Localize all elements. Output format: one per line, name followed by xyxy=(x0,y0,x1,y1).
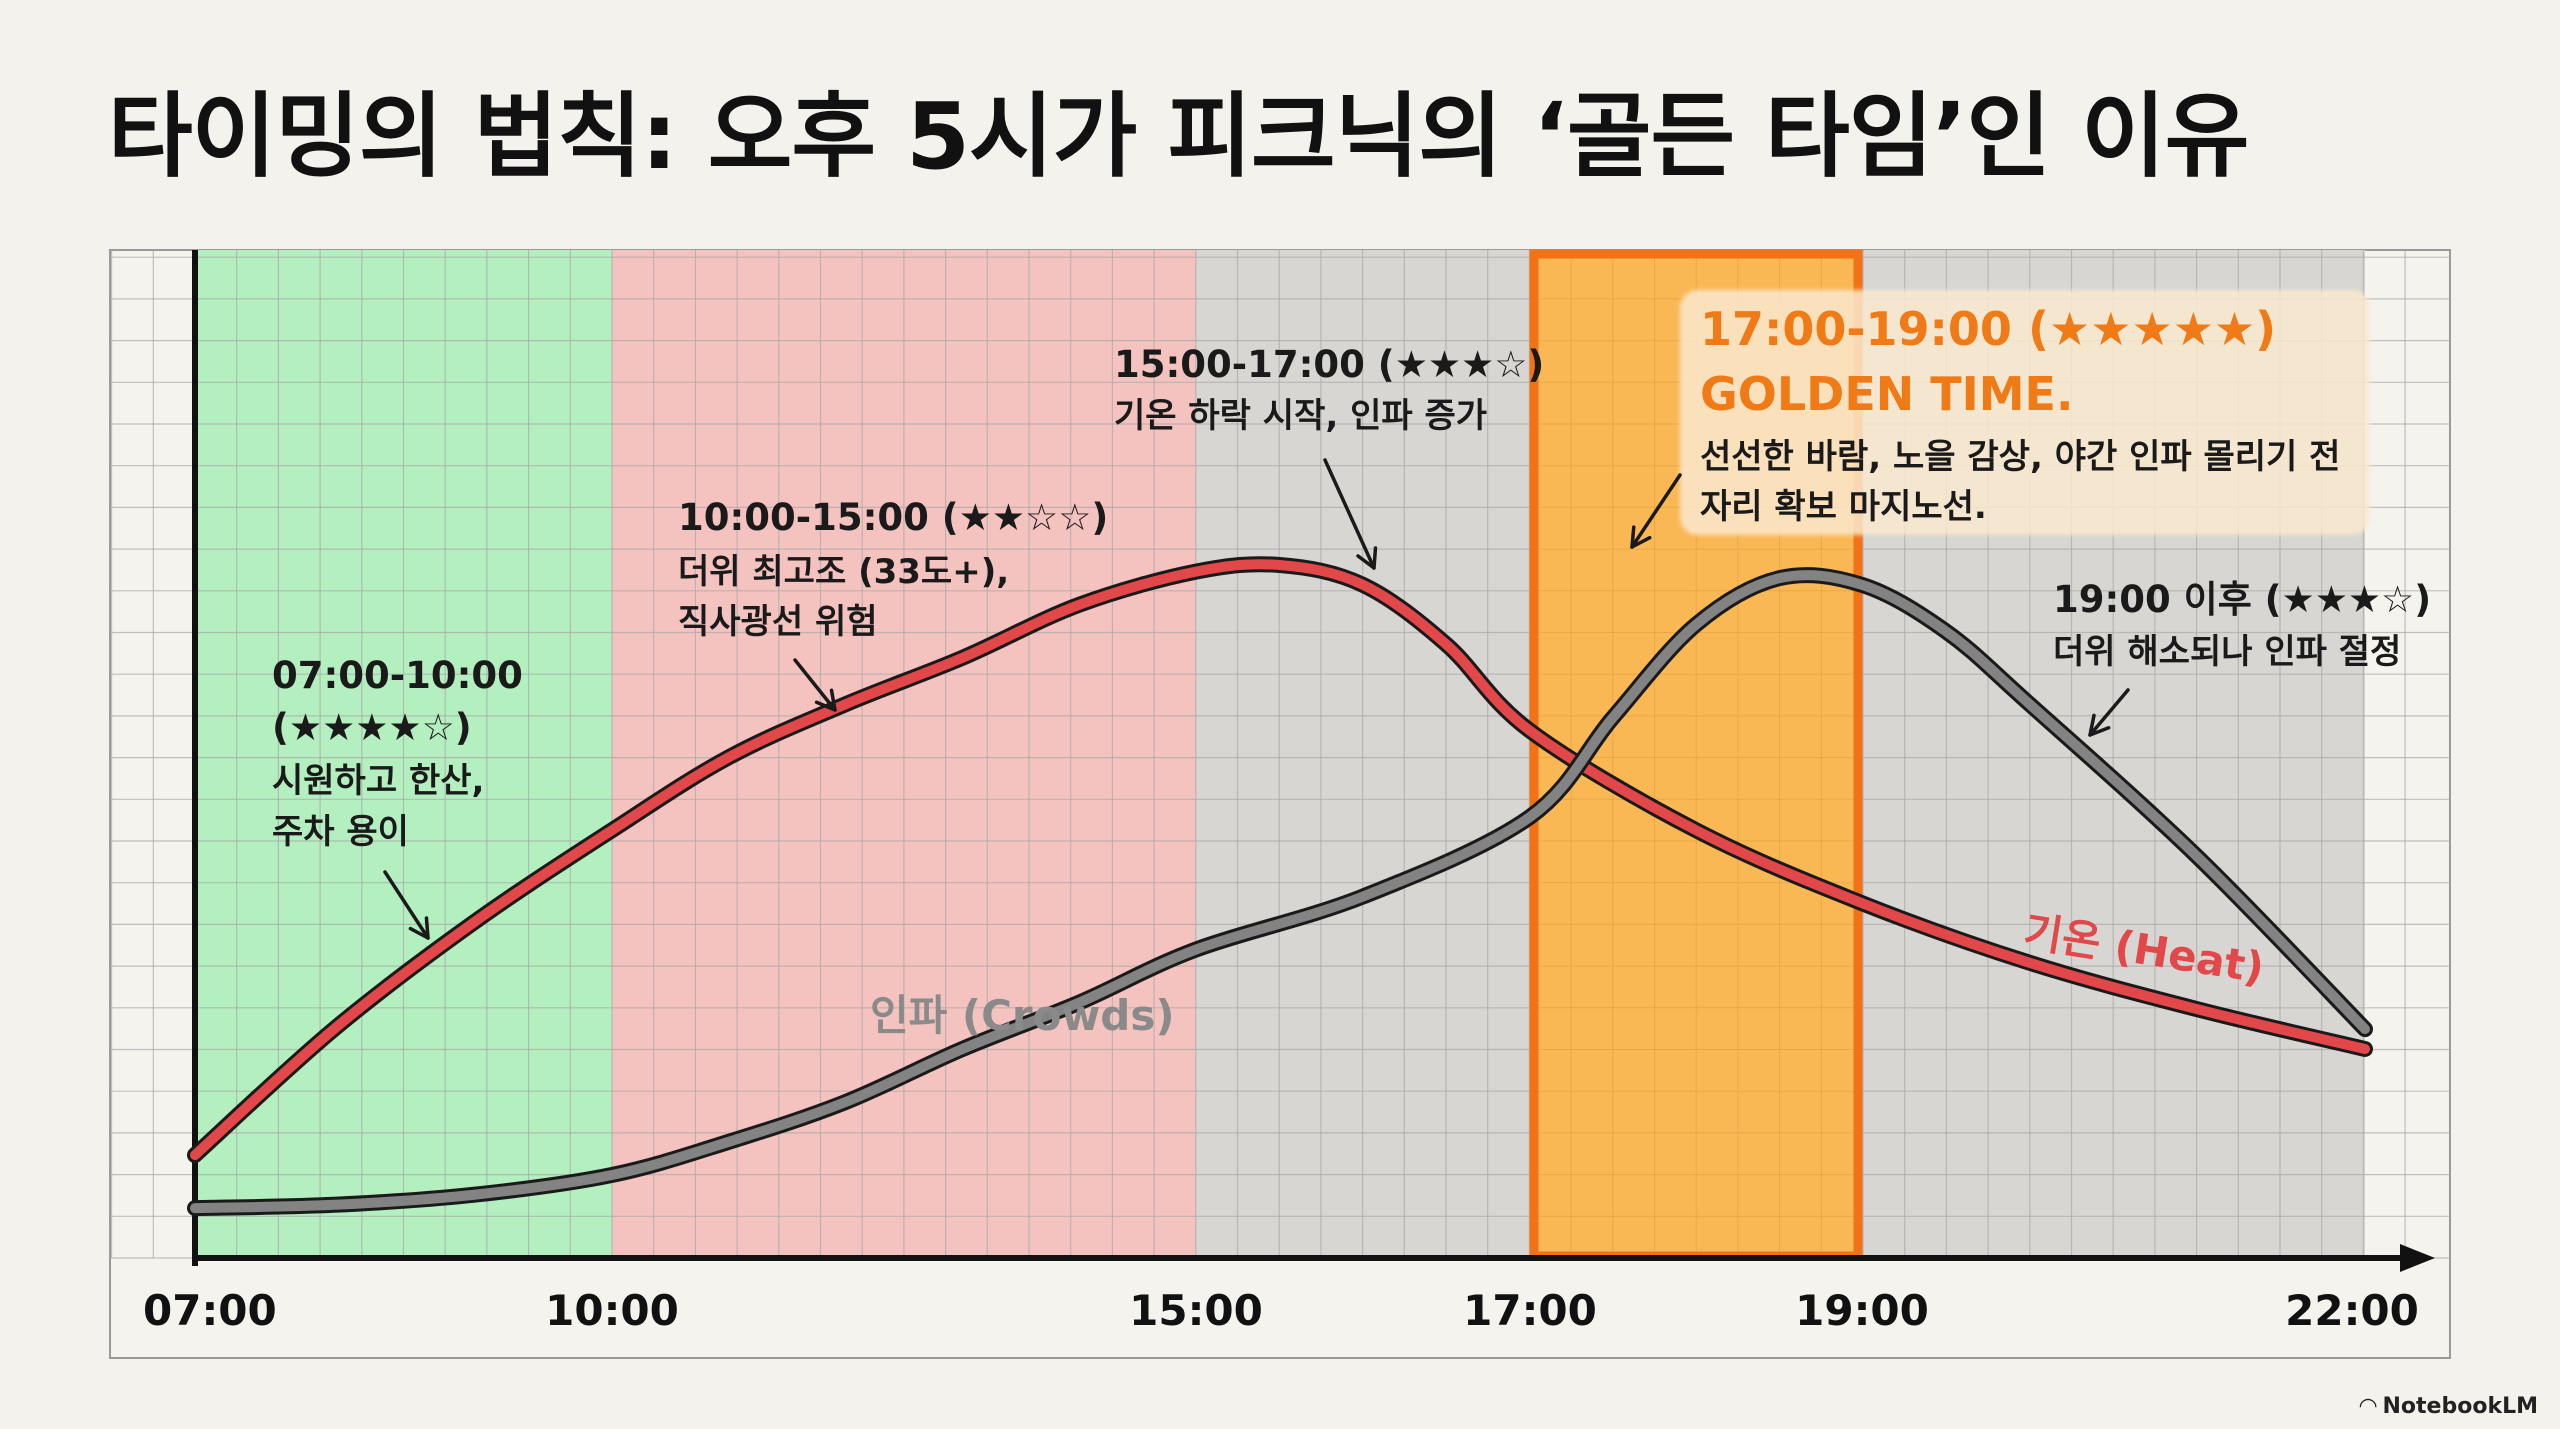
page-title: 타이밍의 법칙: 오후 5시가 피크닉의 ‘골든 타임’인 이유 xyxy=(108,83,2249,190)
annotation-1000-line: 직사광선 위험 xyxy=(678,602,878,642)
series-label-crowds: 인파 (Crowds) xyxy=(870,991,1175,1040)
chart-series xyxy=(187,556,2373,1217)
annotation-0700-rating: (★★★★☆) xyxy=(272,706,472,749)
series-line-0 xyxy=(190,559,2370,1161)
annotation-golden-arrow xyxy=(1630,473,1682,549)
x-axis-ticks: 07:00 10:00 15:00 17:00 19:00 22:00 xyxy=(143,1286,2419,1335)
notebooklm-brand: ◠ NotebookLM xyxy=(2360,1394,2538,1419)
annotation-1500-line: 기온 하락 시작, 인파 증가 xyxy=(1114,396,1487,436)
annotation-1000-header: 10:00-15:00 (★★☆☆) xyxy=(678,496,1108,539)
annotation-0700-line: 주차 용이 xyxy=(272,812,409,852)
golden-label-backdrop xyxy=(1680,290,2370,535)
annotation-1000-arrow xyxy=(793,658,837,712)
annotation-0700-header: 07:00-10:00 xyxy=(272,654,523,697)
annotation-0700-arrow-head xyxy=(408,916,430,940)
chart-axes xyxy=(192,250,2435,1272)
annotation-1900-arrow-head xyxy=(2088,713,2111,737)
x-tick-label: 07:00 xyxy=(143,1286,277,1335)
notebooklm-logo-icon: ◠ xyxy=(2359,1394,2377,1419)
x-tick-label: 22:00 xyxy=(2285,1286,2419,1335)
annotation-1500-arrow xyxy=(1323,458,1376,570)
series-line-1 xyxy=(190,570,2370,1214)
annotation-golden-subheader: GOLDEN TIME. xyxy=(1700,367,2073,421)
annotation-0700-line: 시원하고 한산, xyxy=(272,761,484,801)
x-tick-label: 15:00 xyxy=(1129,1286,1263,1335)
annotation-1500-header: 15:00-17:00 (★★★☆) xyxy=(1114,343,1544,386)
annotation-golden-header: 17:00-19:00 (★★★★★) xyxy=(1700,302,2276,356)
x-axis-arrow-icon xyxy=(2400,1244,2435,1272)
annotation-1900-arrow xyxy=(2088,688,2130,737)
annotation-1000-arrow-head xyxy=(814,688,837,712)
x-tick-label: 10:00 xyxy=(545,1286,679,1335)
annotation-golden-arrow-head xyxy=(1630,525,1652,549)
annotation-1900-line: 더위 해소되나 인파 절정 xyxy=(2053,632,2401,672)
chart-grid xyxy=(110,250,2450,1259)
annotation-golden-line: 자리 확보 마지노선. xyxy=(1700,487,1987,527)
x-tick-label: 17:00 xyxy=(1463,1286,1597,1335)
annotation-0700-arrow xyxy=(383,870,430,940)
annotation-golden-line: 선선한 바람, 노을 감상, 야간 인파 몰리기 전 xyxy=(1700,437,2340,477)
annotation-1900-header: 19:00 이후 (★★★☆) xyxy=(2053,578,2431,621)
annotation-1000-line: 더위 최고조 (33도+), xyxy=(678,552,1009,592)
annotation-1500-arrow-head xyxy=(1356,546,1378,570)
x-tick-label: 19:00 xyxy=(1795,1286,1929,1335)
brand-label: NotebookLM xyxy=(2382,1394,2538,1419)
